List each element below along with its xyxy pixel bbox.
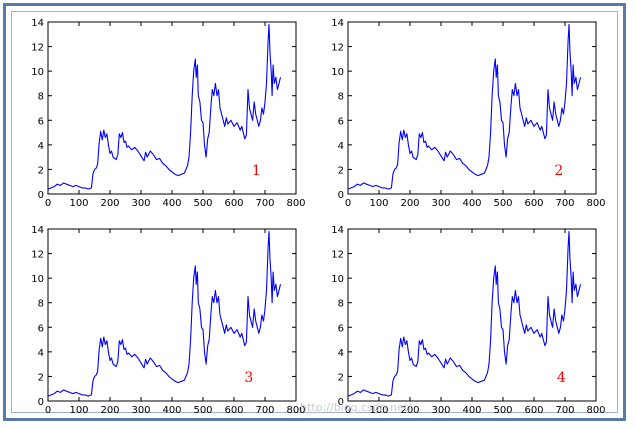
subplot-1: 0 100 200 300 400 500 600 700 800 0 2 4 6 8 10 12 14 1: [31, 18, 305, 209]
series-line: [347, 230, 582, 397]
x-tick-label: 300: [131, 198, 150, 209]
x-tick-label: 0: [345, 405, 351, 416]
y-tick-label: 8: [38, 299, 44, 310]
y-tick-label: 4: [338, 141, 344, 152]
y-tick-label: 6: [338, 323, 344, 334]
x-tick-label: 600: [224, 405, 243, 416]
x-tick-label: 200: [100, 405, 119, 416]
x-tick-label: 100: [369, 198, 388, 209]
x-tick-label: 0: [345, 198, 351, 209]
x-tick-label: 600: [524, 405, 543, 416]
y-tick-label: 10: [31, 274, 44, 285]
x-tick-label: 600: [224, 198, 243, 209]
x-tick-label: 100: [69, 198, 88, 209]
y-tick-label: 4: [38, 348, 44, 359]
y-tick-label: 2: [338, 165, 344, 176]
x-tick-label: 200: [100, 198, 119, 209]
x-tick-label: 0: [45, 198, 51, 209]
x-tick-label: 500: [193, 405, 212, 416]
y-tick-label: 6: [38, 323, 44, 334]
y-tick-label: 6: [338, 116, 344, 127]
x-tick-label: 400: [462, 405, 481, 416]
series-line: [47, 230, 282, 397]
x-tick-label: 800: [286, 198, 305, 209]
y-tick-label: 14: [31, 225, 44, 236]
y-tick-label: 4: [338, 348, 344, 359]
x-tick-label: 800: [586, 405, 605, 416]
panel-number-label: 2: [554, 163, 563, 179]
x-tick-label: 800: [586, 198, 605, 209]
x-tick-label: 500: [493, 198, 512, 209]
y-tick-label: 4: [38, 141, 44, 152]
y-tick-label: 10: [331, 67, 344, 78]
axes-box: [47, 228, 297, 402]
subplot-3: 0 100 200 300 400 500 600 700 800 0 2 4 6 8 10 12 14 3: [31, 225, 305, 416]
x-tick-label: 400: [462, 198, 481, 209]
x-tick-label: 500: [493, 405, 512, 416]
x-tick-label: 500: [193, 198, 212, 209]
y-tick-label: 12: [331, 43, 344, 54]
y-tick-label: 10: [331, 274, 344, 285]
y-tick-label: 12: [331, 250, 344, 261]
y-tick-label: 14: [31, 18, 44, 29]
x-tick-label: 700: [555, 405, 574, 416]
axes-box: [347, 228, 597, 402]
panel-number-label: 4: [557, 370, 566, 386]
y-tick-label: 10: [31, 67, 44, 78]
y-tick-label: 6: [38, 116, 44, 127]
y-tick-label: 2: [38, 372, 44, 383]
y-tick-label: 8: [38, 92, 44, 103]
y-tick-label: 0: [338, 397, 344, 408]
y-tick-label: 8: [338, 92, 344, 103]
x-tick-label: 300: [431, 198, 450, 209]
watermark-text: http://blog.csdn.net/...: [300, 401, 422, 414]
y-tick-label: 0: [338, 190, 344, 201]
x-tick-label: 300: [431, 405, 450, 416]
y-tick-label: 14: [331, 18, 344, 29]
y-tick-label: 0: [38, 397, 44, 408]
x-tick-label: 100: [69, 405, 88, 416]
x-tick-label: 300: [131, 405, 150, 416]
y-tick-label: 2: [38, 165, 44, 176]
y-tick-label: 8: [338, 299, 344, 310]
x-tick-label: 600: [524, 198, 543, 209]
subplot-2: 0 100 200 300 400 500 600 700 800 0 2 4 6 8 10 12 14 2: [331, 18, 605, 209]
x-tick-label: 400: [162, 405, 181, 416]
panel-number-label: 1: [252, 163, 261, 179]
y-tick-label: 14: [331, 225, 344, 236]
y-tick-label: 12: [31, 43, 44, 54]
x-tick-label: 700: [255, 405, 274, 416]
subplot-4: 0 100 200 300 400 500 600 700 800 0 2 4 6 8 10 12 14 4: [331, 225, 605, 416]
inner-frame: [11, 11, 618, 413]
x-tick-label: 200: [400, 198, 419, 209]
series-line: [47, 23, 282, 190]
x-tick-label: 100: [369, 405, 388, 416]
x-tick-label: 200: [400, 405, 419, 416]
x-tick-label: 700: [555, 198, 574, 209]
y-tick-label: 12: [31, 250, 44, 261]
panel-number-label: 3: [244, 370, 253, 386]
x-tick-label: 800: [286, 405, 305, 416]
series-line: [347, 23, 582, 190]
x-tick-label: 400: [162, 198, 181, 209]
x-tick-label: 700: [255, 198, 274, 209]
y-tick-label: 2: [338, 372, 344, 383]
x-tick-label: 0: [45, 405, 51, 416]
y-tick-label: 0: [38, 190, 44, 201]
